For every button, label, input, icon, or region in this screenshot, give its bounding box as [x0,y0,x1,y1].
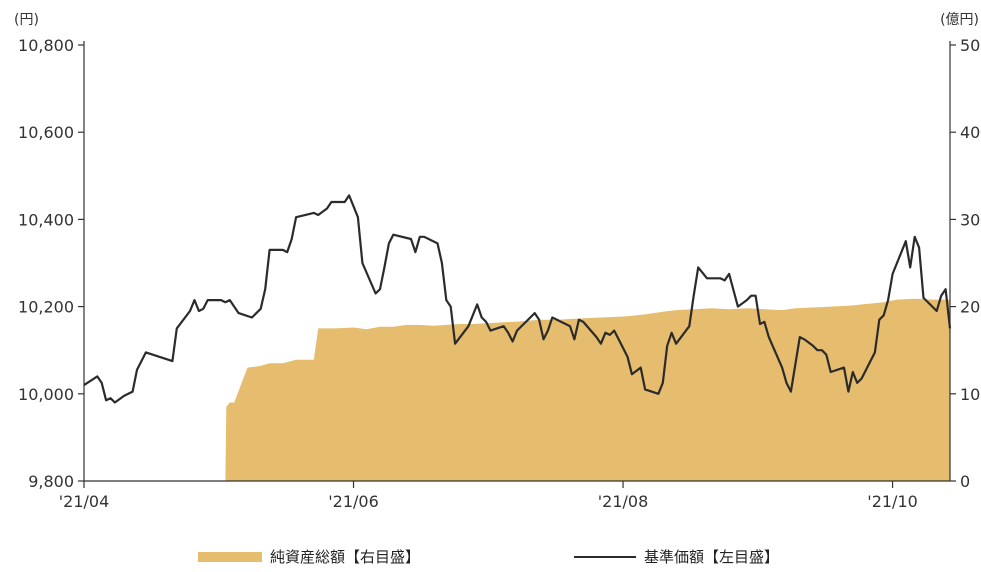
axes-layer [78,41,956,488]
net-assets-area [225,298,950,481]
left-tick-label: 10,200 [18,298,74,317]
right-tick-label: 50 [960,36,980,55]
right-axis-unit: (億円) [940,12,979,28]
right-tick-label: 40 [960,123,980,142]
legend-area-label: 純資産総額【右目盛】 [270,548,421,566]
tick-label-layer: 9,800 10,000 10,200 10,400 10,600 10,800 0 10 20… [14,12,980,511]
right-tick-label: 20 [960,298,980,317]
right-tick-label: 0 [960,472,970,491]
right-tick-label: 10 [960,385,980,404]
x-tick-label: '21/08 [598,492,649,511]
right-tick-label: 30 [960,210,980,229]
left-tick-label: 10,400 [18,210,74,229]
legend-line: 基準価額【左目盛】 [574,546,779,567]
left-tick-label: 9,800 [28,472,74,491]
left-tick-label: 10,800 [18,36,74,55]
nav-line [83,194,952,404]
legend-line-swatch [574,555,636,558]
left-tick-label: 10,600 [18,123,74,142]
x-tick-label: '21/10 [867,492,918,511]
left-axis-unit: (円) [14,12,39,28]
legend-area-swatch [198,551,262,562]
left-tick-label: 10,000 [18,385,74,404]
legend-area: 純資産総額【右目盛】 [198,546,420,567]
net-assets-area-layer [225,298,950,481]
x-tick-label: '21/04 [59,492,110,511]
legend-line-label: 基準価額【左目盛】 [644,548,780,566]
nav-line-layer [83,194,952,404]
x-tick-label: '21/06 [328,492,379,511]
